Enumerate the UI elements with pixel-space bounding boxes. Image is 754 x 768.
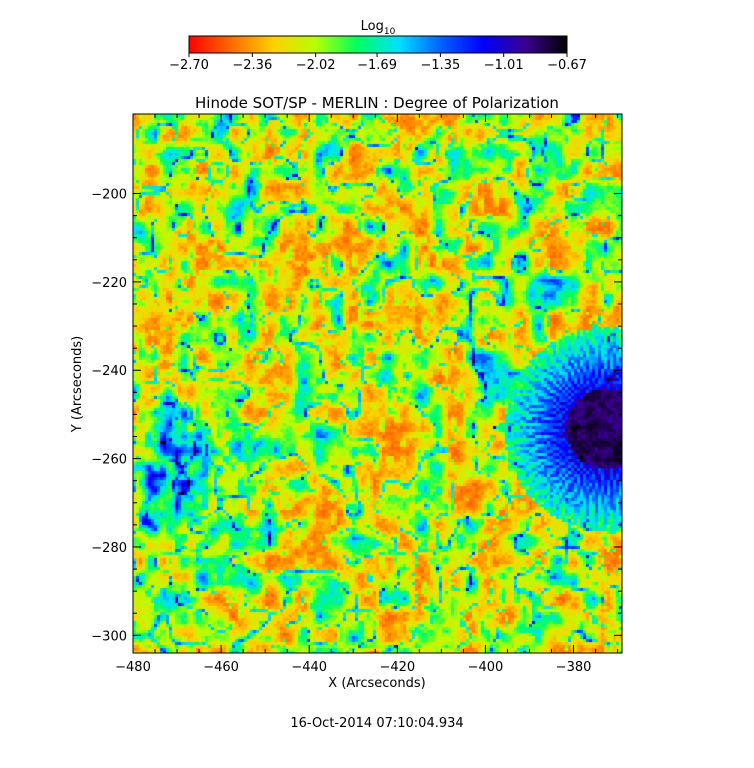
colorbar-tick-label: −1.35: [420, 58, 460, 73]
colorbar-tick-label: −1.01: [484, 58, 524, 73]
y-tick-label: −220: [91, 276, 127, 291]
plot-frame: [132, 113, 623, 654]
y-tick-label: −300: [91, 629, 127, 644]
x-axis-label: X (Arcseconds): [328, 676, 425, 691]
heatmap-image: [133, 114, 622, 653]
colorbar-tick-label: −1.69: [357, 58, 397, 73]
x-tick-label: −380: [556, 660, 592, 675]
timestamp: 16-Oct-2014 07:10:04.934: [290, 716, 464, 731]
colorbar-label: Log10: [361, 19, 396, 37]
colorbar-label-sub: 10: [384, 27, 396, 37]
colorbar-ticks: −2.70 −2.36 −2.02 −1.69 −1.35 −1.01 −0.67: [169, 53, 587, 73]
colorbar-tick-label: −2.36: [232, 58, 272, 73]
x-tick-label: −440: [291, 660, 327, 675]
y-axis: −200 −220 −240 −260 −280 −300: [91, 188, 622, 644]
x-tick-label: −420: [379, 660, 415, 675]
y-tick-label: −240: [91, 364, 127, 379]
colorbar-bar: [188, 35, 568, 54]
y-tick-label: −260: [91, 453, 127, 468]
x-axis: −480 −460 −440 −420 −400 −380: [115, 114, 619, 675]
colorbar-label-base: Log: [361, 19, 384, 34]
plot-area: [132, 113, 623, 654]
x-tick-label: −400: [468, 660, 504, 675]
colorbar-tick-label: −0.67: [547, 58, 587, 73]
y-tick-label: −200: [91, 188, 127, 203]
x-tick-label: −480: [115, 660, 151, 675]
colorbar-tick-label: −2.02: [296, 58, 336, 73]
colorbar: Log10 −2.70 −2.36 −2.02 −1.69 −1.35 −1.01 −0.6…: [169, 19, 587, 73]
y-tick-label: −280: [91, 541, 127, 556]
x-tick-label: −460: [203, 660, 239, 675]
y-axis-label: Y (Arcseconds): [70, 336, 85, 433]
colorbar-tick-label: −2.70: [169, 58, 209, 73]
chart-title: Hinode SOT/SP - MERLIN : Degree of Polar…: [195, 94, 559, 112]
